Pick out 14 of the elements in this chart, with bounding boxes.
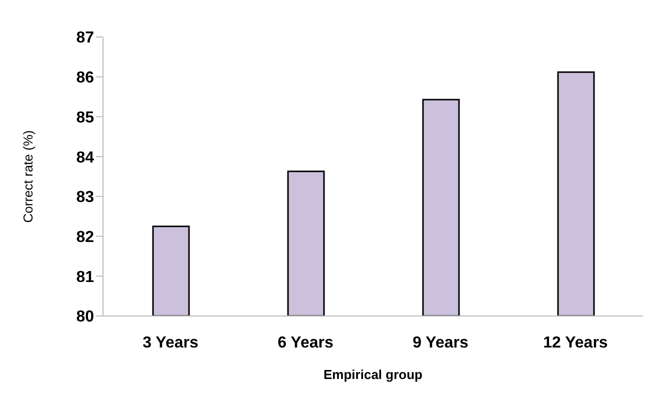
y-axis-title: Correct rate (%) xyxy=(20,130,36,223)
y-tick-label: 86 xyxy=(76,70,94,87)
x-tick-label: 6 Years xyxy=(278,334,334,352)
y-tick-label: 87 xyxy=(76,30,94,47)
y-tick-label: 85 xyxy=(76,109,94,126)
y-tick-label: 81 xyxy=(76,268,94,286)
y-tick-label: 82 xyxy=(76,228,94,246)
y-tick-label: 84 xyxy=(76,149,94,166)
y-tick-label: 80 xyxy=(76,308,94,326)
x-tick-label: 9 Years xyxy=(412,334,468,352)
y-tick-label: 83 xyxy=(76,189,94,206)
x-axis-title: Empirical group xyxy=(324,367,423,382)
x-tick-label: 3 Years xyxy=(142,334,198,352)
x-tick-label: 12 Years xyxy=(543,334,608,352)
